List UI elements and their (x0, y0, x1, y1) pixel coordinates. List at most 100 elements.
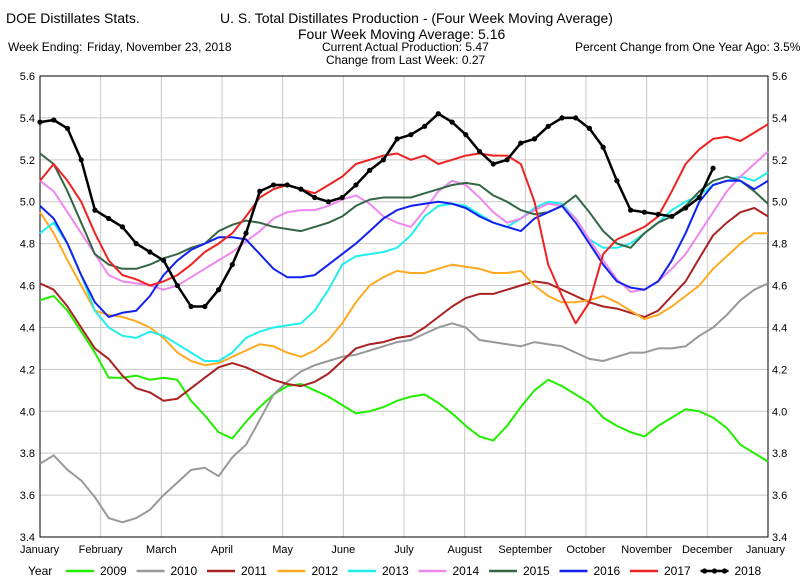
series-point-2018 (78, 157, 84, 163)
y-tick-label-left: 4.2 (20, 364, 35, 376)
series-point-2018 (696, 194, 702, 201)
series-point-2018 (257, 188, 263, 194)
series-line-2012 (39, 211, 768, 367)
y-tick-label-left: 4.0 (20, 406, 35, 418)
series-point-2018 (92, 207, 98, 213)
legend-label-2011: 2011 (241, 564, 267, 578)
week-ending-value: Friday, November 23, 2018 (87, 40, 232, 54)
x-tick-label: August (448, 544, 482, 556)
y-tick-label-left: 3.6 (20, 490, 35, 502)
series-point-2018 (161, 257, 167, 263)
y-tick-label-right: 5.6 (772, 71, 787, 83)
legend-title: Year (28, 564, 52, 578)
series-point-2018 (408, 132, 414, 138)
y-tick-label-right: 3.6 (772, 490, 787, 502)
y-tick-label-right: 5.4 (772, 113, 787, 125)
series-point-2018 (449, 119, 455, 125)
y-tick-label-right: 4.6 (772, 281, 787, 293)
series-point-2018 (353, 182, 359, 188)
y-tick-label-left: 3.8 (20, 448, 35, 460)
legend-marker-2018 (711, 568, 718, 574)
series-point-2018 (669, 213, 675, 219)
legend-label-2015: 2015 (523, 564, 550, 578)
y-tick-label-left: 4.6 (20, 281, 35, 293)
x-tick-label: July (394, 544, 414, 556)
series-point-2018 (435, 111, 441, 117)
x-tick-label: December (682, 544, 733, 556)
change-last-week: Change from Last Week: 0.27 (326, 53, 486, 67)
series-point-2018 (284, 182, 290, 188)
x-tick-label: September (498, 544, 552, 556)
series-point-2018 (573, 115, 579, 121)
x-tick-label: January (20, 544, 60, 556)
y-tick-label-right: 3.8 (772, 448, 787, 460)
x-tick-label: May (272, 544, 293, 556)
legend-label-2010: 2010 (171, 564, 198, 578)
y-tick-label-left: 5.4 (20, 113, 35, 125)
legend-label-2014: 2014 (453, 564, 480, 578)
series-point-2018 (614, 178, 620, 184)
legend-label-2013: 2013 (382, 564, 409, 578)
legend-label-2018: 2018 (735, 564, 762, 578)
series-point-2018 (37, 119, 43, 125)
y-tick-label-left: 5.2 (20, 155, 35, 167)
series-point-2018 (215, 287, 222, 293)
series-point-2018 (682, 205, 689, 211)
chart-subtitle: Four Week Moving Average: 5.16 (298, 26, 506, 42)
y-tick-label-left: 5.6 (20, 71, 35, 83)
y-tick-label-left: 4.4 (20, 322, 35, 334)
series-point-2018 (51, 117, 57, 123)
legend-label-2017: 2017 (664, 564, 691, 578)
x-tick-label: April (211, 544, 233, 556)
series-point-2018 (655, 211, 661, 217)
series-point-2018 (641, 209, 647, 215)
x-tick-label: June (331, 544, 355, 556)
series-line-2009 (39, 295, 769, 463)
series-point-2018 (174, 282, 180, 289)
series-point-2018 (628, 207, 634, 213)
x-tick-label: November (621, 544, 672, 556)
y-tick-label-right: 4.4 (772, 322, 787, 334)
series-point-2018 (518, 140, 524, 146)
series-point-2018 (380, 157, 386, 163)
series-point-2018 (312, 194, 318, 201)
series-point-2018 (422, 123, 428, 129)
series-line-2018 (39, 112, 715, 308)
series-point-2018 (710, 165, 716, 171)
chart-title: U. S. Total Distillates Production - (Fo… (220, 10, 613, 26)
series-line-2010 (39, 282, 769, 524)
series-point-2018 (531, 136, 538, 142)
series-point-2018 (600, 144, 606, 150)
series-line-2016 (39, 179, 769, 318)
series-point-2018 (490, 161, 496, 167)
y-tick-label-right: 5.2 (772, 155, 787, 167)
series-point-2018 (559, 115, 565, 121)
series-point-2018 (106, 215, 112, 222)
legend-marker-2018 (701, 568, 708, 574)
series-point-2018 (298, 186, 304, 192)
legend-label-2016: 2016 (594, 564, 621, 578)
y-tick-label-left: 4.8 (20, 239, 35, 251)
plot-border (39, 75, 769, 538)
x-tick-label: March (146, 544, 177, 556)
series-point-2018 (202, 303, 208, 310)
series-point-2018 (339, 194, 345, 201)
series-point-2018 (64, 125, 71, 131)
y-tick-label-right: 4.8 (772, 239, 787, 251)
series-point-2018 (545, 123, 551, 129)
series-point-2018 (394, 136, 400, 142)
week-ending-label: Week Ending: (8, 40, 83, 54)
series-point-2018 (229, 261, 235, 268)
series-point-2018 (188, 303, 194, 310)
x-tick-label: October (566, 544, 605, 556)
app-title: DOE Distillates Stats. (6, 10, 140, 26)
series-point-2018 (243, 230, 249, 236)
percent-change: Percent Change from One Year Ago: 3.5% (575, 40, 800, 54)
y-tick-label-right: 4.0 (772, 406, 787, 418)
legend-marker-2018 (721, 568, 728, 574)
series-point-2018 (463, 132, 469, 138)
series-point-2018 (504, 157, 510, 163)
series-line-2017 (39, 123, 769, 325)
series-line-2011 (39, 207, 769, 402)
